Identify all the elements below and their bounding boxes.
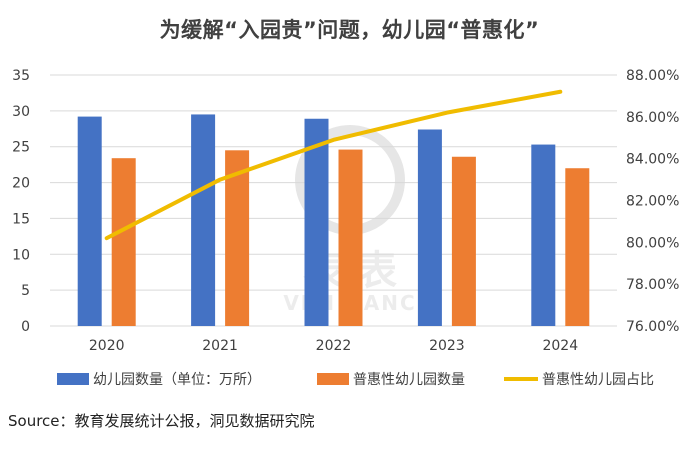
left-tick-label: 35 [12, 68, 30, 84]
bars [77, 114, 590, 326]
bar-total-2023 [417, 129, 442, 326]
legend-label-2: 普惠性幼儿园占比 [542, 372, 654, 388]
bar-puhui-2024 [565, 168, 590, 326]
source-note: Source：教育发展统计公报，洞见数据研究院 [8, 412, 315, 430]
bar-total-2021 [191, 114, 216, 326]
right-tick-label: 76.00% [626, 319, 679, 335]
left-tick-label: 15 [12, 211, 30, 227]
chart-card: 为缓解“入园贵”问题，幼儿园“普惠化” 表 表VISI NANC 0510152… [12, 18, 680, 388]
right-tick-label: 88.00% [626, 68, 679, 84]
legend-label-1: 普惠性幼儿园数量 [353, 372, 465, 388]
left-tick-label: 30 [12, 104, 30, 120]
legend-swatch-1 [317, 373, 349, 385]
right-axis-ticks: 76.00% 78.00% 80.00% 82.00% 84.00% 86.00% 88.0… [626, 68, 679, 335]
right-tick-label: 84.00% [626, 152, 679, 168]
left-tick-label: 10 [12, 247, 30, 263]
left-axis-ticks: 0 5 10 15 20 25 30 35 [12, 68, 30, 335]
x-tick-label: 2020 [89, 338, 125, 354]
right-tick-label: 86.00% [626, 110, 679, 126]
bar-puhui-2020 [111, 158, 136, 326]
legend: 幼儿园数量（单位：万所） 普惠性幼儿园数量 普惠性幼儿园占比 [57, 372, 654, 388]
left-tick-label: 5 [21, 283, 30, 299]
x-tick-label: 2021 [202, 338, 238, 354]
bar-puhui-2021 [225, 150, 250, 326]
x-tick-label: 2024 [542, 338, 578, 354]
bar-puhui-2023 [451, 156, 476, 326]
chart-title: 为缓解“入园贵”问题，幼儿园“普惠化” [159, 18, 540, 42]
bar-total-2022 [304, 118, 329, 326]
line-puhui-ratio [104, 89, 563, 241]
left-tick-label: 0 [21, 319, 30, 335]
bar-total-2024 [531, 144, 556, 326]
legend-label-0: 幼儿园数量（单位：万所） [93, 372, 261, 388]
x-tick-label: 2023 [429, 338, 465, 354]
right-tick-label: 80.00% [626, 235, 679, 251]
left-tick-label: 25 [12, 140, 30, 156]
left-tick-label: 20 [12, 176, 30, 192]
right-tick-label: 82.00% [626, 194, 679, 210]
bar-total-2020 [77, 116, 102, 326]
legend-swatch-0 [57, 373, 89, 385]
bar-puhui-2022 [338, 149, 363, 326]
line-series [104, 89, 563, 241]
x-axis-ticks: 2020 2021 2022 2023 2024 [89, 338, 578, 354]
x-tick-label: 2022 [316, 338, 352, 354]
right-tick-label: 78.00% [626, 277, 679, 293]
